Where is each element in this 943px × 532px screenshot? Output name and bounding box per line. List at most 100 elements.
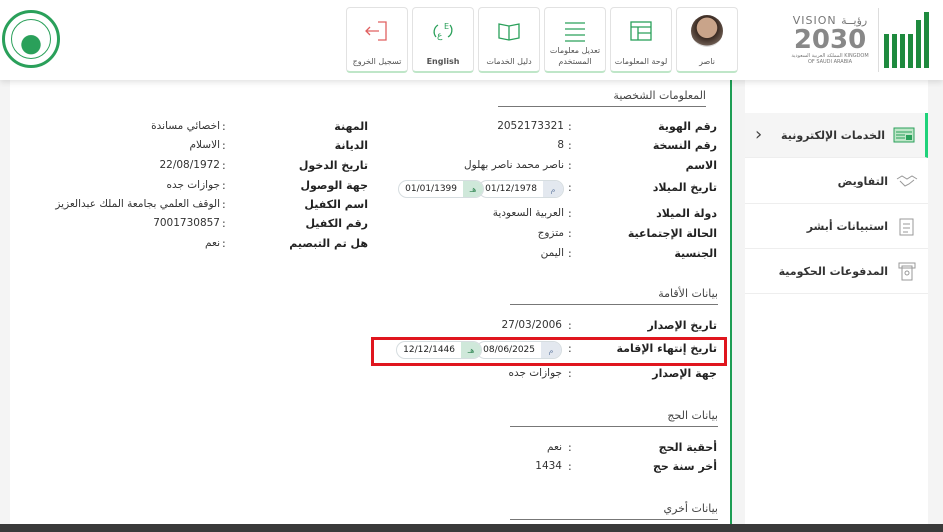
handshake-icon	[896, 172, 918, 190]
sidebar-item-gov-payments[interactable]: المدفوعات الحكومية	[745, 249, 928, 294]
bottom-bar	[0, 524, 943, 532]
eservices-icon	[893, 126, 915, 144]
field-value: نعم	[205, 237, 220, 249]
field-colon: :	[568, 207, 572, 220]
field-value: اخصائي مساندة	[151, 120, 220, 132]
section-title-other: بيانات أخري	[510, 502, 718, 520]
field-label: اسم الكفيل	[304, 198, 368, 211]
field-colon: :	[222, 139, 226, 152]
field-colon: :	[222, 120, 226, 133]
field-label: جهة الوصول	[300, 179, 368, 192]
section-title-hajj: بيانات الحج	[510, 409, 718, 427]
field-label: هل تم التبصيم	[289, 237, 368, 250]
field-value: متزوج	[537, 227, 564, 239]
chevron-left-icon[interactable]: ‹	[755, 124, 763, 145]
field-colon: :	[568, 460, 572, 473]
hijri-date: 12/12/1446	[403, 345, 455, 355]
hijri-tag: هـ	[461, 342, 481, 358]
field-label: رقم الكفيل	[305, 217, 368, 230]
hijri-tag: هـ	[463, 181, 483, 197]
field-colon: :	[222, 198, 226, 211]
field-value: الوقف العلمي بجامعة الملك عبدالعزيز	[55, 198, 220, 210]
field-colon: :	[568, 367, 572, 380]
field-value: العربية السعودية	[492, 207, 564, 219]
field-label: الديانة	[334, 139, 368, 152]
field-label: دولة الميلاد	[656, 207, 717, 220]
field-colon: :	[568, 342, 572, 355]
sidebar: الخدمات الإلكترونية ‹ التفاويض استبيانات…	[745, 80, 928, 532]
field-colon: :	[568, 247, 572, 260]
field-colon: :	[568, 120, 572, 133]
field-label: المهنة	[334, 120, 368, 133]
field-value: اليمن	[540, 247, 564, 259]
field-colon: :	[568, 227, 572, 240]
survey-icon	[896, 217, 918, 236]
field-value: ناصر محمد ناصر بهلول	[464, 159, 564, 171]
field-value: الاسلام	[189, 139, 220, 151]
field-colon: :	[568, 159, 572, 172]
gregorian-date-pill: م 01/12/1978	[478, 180, 564, 198]
gregorian-date-pill: م 08/06/2025	[476, 341, 562, 359]
field-value: 8	[557, 139, 564, 151]
field-label: الجنسية	[674, 247, 717, 260]
services-guide-button[interactable]: دليل الخدمات	[478, 7, 540, 73]
dashboard-button[interactable]: لوحة المعلومات	[610, 7, 672, 73]
field-value: نعم	[547, 441, 562, 453]
logout-icon	[347, 16, 407, 46]
field-label: تاريخ الدخول	[298, 159, 368, 172]
svg-text:E: E	[444, 22, 449, 31]
section-title-residency: بيانات الأقامة	[510, 287, 718, 305]
field-value: 1434	[535, 460, 562, 472]
logout-button[interactable]: تسجيل الخروج	[346, 7, 408, 73]
absher-logo	[878, 8, 934, 72]
field-value: جوازات جده	[166, 179, 220, 191]
field-colon: :	[568, 181, 572, 194]
field-label: أخر سنة حج	[652, 460, 717, 473]
hijri-date-pill: هـ 12/12/1446	[396, 341, 482, 359]
field-label: جهة الإصدار	[652, 367, 717, 380]
residency-expiry-highlight	[371, 337, 727, 366]
field-value: جوازات جده	[508, 367, 562, 379]
vision-2030-logo: VISION رؤيــة 2030 المملكة العربية السعو…	[791, 14, 869, 65]
field-label: الاسم	[685, 159, 717, 172]
gregorian-tag: م	[543, 181, 563, 197]
section-title-personal: المعلومات الشخصية	[498, 89, 706, 107]
field-colon: :	[568, 139, 572, 152]
field-label: تاريخ الإصدار	[647, 319, 717, 332]
field-colon: :	[222, 179, 226, 192]
gregorian-tag: م	[541, 342, 561, 358]
dashboard-icon	[611, 16, 671, 46]
payment-icon	[896, 262, 918, 281]
gregorian-date: 01/12/1978	[485, 184, 537, 194]
field-colon: :	[222, 159, 226, 172]
field-colon: :	[568, 441, 572, 454]
main-content-panel: المعلومات الشخصية	[10, 80, 732, 530]
field-value: 7001730857	[153, 217, 220, 229]
field-label: تاريخ الميلاد	[652, 181, 717, 194]
user-avatar	[691, 15, 723, 47]
svg-text:ع: ع	[437, 31, 443, 41]
field-label: أحقية الحج	[658, 441, 717, 454]
field-label: تاريخ إنتهاء الإقامة	[616, 342, 718, 355]
user-profile-button[interactable]: ناصر	[676, 7, 738, 73]
edit-user-info-button[interactable]: تعديل معلومات المستخدم	[544, 7, 606, 73]
sliders-icon	[545, 16, 605, 46]
ministry-seal-logo	[2, 10, 60, 68]
field-colon: :	[222, 217, 226, 230]
field-value: 2052173321	[497, 120, 564, 132]
field-label: الحالة الإجتماعية	[627, 227, 717, 240]
field-label: رقم الهوية	[658, 120, 717, 133]
sidebar-item-delegations[interactable]: التفاويض	[745, 159, 928, 204]
field-colon: :	[222, 237, 226, 250]
field-value: 27/03/2006	[501, 319, 562, 331]
sidebar-item-surveys[interactable]: استبيانات أبشر	[745, 204, 928, 249]
gregorian-date: 08/06/2025	[483, 345, 535, 355]
hijri-date: 01/01/1399	[405, 184, 457, 194]
sidebar-item-eservices[interactable]: الخدمات الإلكترونية ‹	[745, 113, 928, 158]
book-icon	[479, 16, 539, 46]
field-colon: :	[568, 319, 572, 332]
field-value: 22/08/1972	[159, 159, 220, 171]
